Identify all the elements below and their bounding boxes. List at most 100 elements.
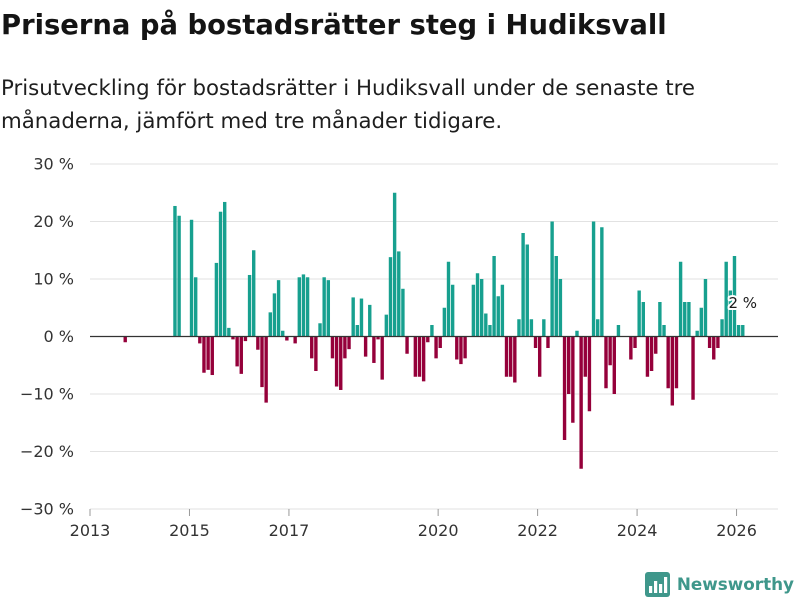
- chart-bar: [421, 336, 426, 382]
- chart-bar: [517, 319, 521, 337]
- chart-bar: [612, 336, 616, 394]
- chart-bar: [376, 336, 380, 340]
- chart-bar: [397, 251, 401, 337]
- chart-bar: [546, 336, 550, 348]
- chart-bar: [687, 302, 691, 337]
- chart-bar: [351, 297, 355, 337]
- chart-bar: [235, 336, 239, 367]
- chart-bar: [334, 336, 339, 387]
- chart-bar: [442, 307, 447, 337]
- chart-bar: [293, 336, 297, 344]
- chart-bar: [368, 304, 372, 337]
- chart-bar: [600, 227, 604, 337]
- chart-bar: [712, 336, 716, 360]
- chart-bar: [380, 336, 384, 380]
- chart-bar: [268, 312, 272, 337]
- chart-bar: [695, 330, 699, 337]
- y-tick-label: −20 %: [20, 442, 74, 461]
- chart-bar: [566, 336, 571, 394]
- chart-bar: [529, 319, 534, 337]
- chart-bar: [202, 336, 206, 373]
- chart-bar: [459, 336, 463, 365]
- chart-bar: [571, 336, 575, 423]
- chart-bar: [330, 336, 335, 359]
- latest-value-label: 2 %: [728, 294, 757, 312]
- chart-bar: [214, 262, 219, 337]
- chart-bar: [736, 325, 741, 337]
- chart-bar: [243, 336, 248, 342]
- x-tick-label: 2020: [418, 521, 459, 540]
- chart-bar: [649, 336, 654, 371]
- chart-bar: [206, 336, 210, 370]
- chart-bar: [450, 284, 455, 337]
- y-tick-label: 20 %: [33, 212, 74, 231]
- chart-bar: [641, 302, 646, 337]
- chart-bar: [247, 274, 252, 337]
- chart-bar: [417, 336, 422, 377]
- chart-bar: [608, 336, 612, 366]
- chart-bar: [479, 279, 484, 337]
- chart-bar: [724, 261, 728, 337]
- y-tick-label: 30 %: [33, 155, 74, 174]
- chart-bar: [741, 325, 745, 337]
- chart-title: Priserna på bostadsrätter steg i Hudiksv…: [1, 10, 667, 41]
- chart-bar: [326, 280, 331, 337]
- chart-bar: [674, 336, 679, 389]
- chart-bar: [492, 256, 496, 337]
- chart-bar: [683, 302, 687, 337]
- bar-chart-icon: [644, 571, 670, 597]
- chart-bar: [297, 277, 302, 337]
- chart-bar: [475, 273, 480, 337]
- chart-bar: [272, 293, 277, 337]
- chart-bar: [343, 336, 347, 359]
- chart-bar: [227, 327, 231, 337]
- chart-bar: [264, 336, 268, 403]
- newsworthy-logo: Newsworthy: [644, 571, 794, 597]
- x-tick-label: 2015: [169, 521, 210, 540]
- chart-bar: [666, 336, 670, 389]
- chart-bar: [550, 221, 554, 337]
- x-tick-label: 2022: [517, 521, 558, 540]
- chart-bar: [455, 336, 459, 360]
- chart-bar: [434, 336, 438, 359]
- chart-bar: [579, 336, 583, 469]
- chart-bar: [401, 288, 405, 337]
- y-tick-label: 0 %: [44, 327, 74, 346]
- chart-bar: [699, 307, 704, 337]
- x-tick-label: 2017: [269, 521, 310, 540]
- chart-bar: [372, 336, 376, 363]
- chart-bar: [537, 336, 542, 377]
- chart-bar: [339, 336, 343, 390]
- chart-bar: [322, 277, 326, 337]
- chart-bar: [256, 336, 260, 350]
- chart-bar: [587, 336, 592, 412]
- x-tick-label: 2026: [716, 521, 757, 540]
- chart-bar: [596, 319, 600, 337]
- chart-bar: [732, 256, 737, 337]
- chart-bar: [347, 336, 351, 350]
- chart-bar: [658, 302, 662, 337]
- chart-bar: [301, 274, 306, 337]
- chart-bar: [193, 277, 198, 337]
- x-tick-label: 2013: [70, 521, 111, 540]
- chart-bar: [508, 336, 513, 377]
- logo-text: Newsworthy: [676, 574, 794, 594]
- y-tick-label: −10 %: [20, 385, 74, 404]
- chart-bar: [562, 336, 567, 440]
- chart-bar: [691, 336, 695, 400]
- chart-bar: [488, 325, 492, 337]
- chart-bar: [276, 280, 281, 337]
- chart-bar: [392, 192, 397, 337]
- chart-bar: [591, 221, 596, 337]
- y-tick-label: 10 %: [33, 270, 74, 289]
- chart-bar: [285, 336, 289, 341]
- chart-bar: [720, 319, 724, 337]
- chart-subtitle: Prisutveckling för bostadsrätter i Hudik…: [1, 76, 695, 134]
- chart-bar: [633, 336, 637, 348]
- chart-bar: [198, 336, 202, 344]
- chart-bar: [728, 290, 733, 337]
- chart-bar: [413, 336, 418, 377]
- chart-bar: [513, 336, 517, 383]
- chart-bar: [222, 201, 227, 337]
- chart-bar: [177, 215, 181, 337]
